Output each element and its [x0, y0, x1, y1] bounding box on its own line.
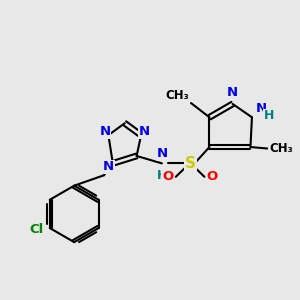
Text: N: N [99, 125, 110, 138]
Text: N: N [156, 147, 167, 161]
Text: H: H [264, 109, 274, 122]
Text: H: H [157, 169, 167, 182]
Text: S: S [184, 156, 196, 171]
Text: CH₃: CH₃ [166, 88, 190, 102]
Text: Cl: Cl [29, 223, 43, 236]
Text: N: N [139, 125, 150, 138]
Text: O: O [162, 170, 173, 183]
Text: CH₃: CH₃ [269, 142, 292, 155]
Text: N: N [227, 86, 238, 100]
Text: O: O [207, 170, 218, 183]
Text: N: N [256, 102, 267, 115]
Text: N: N [103, 160, 114, 173]
